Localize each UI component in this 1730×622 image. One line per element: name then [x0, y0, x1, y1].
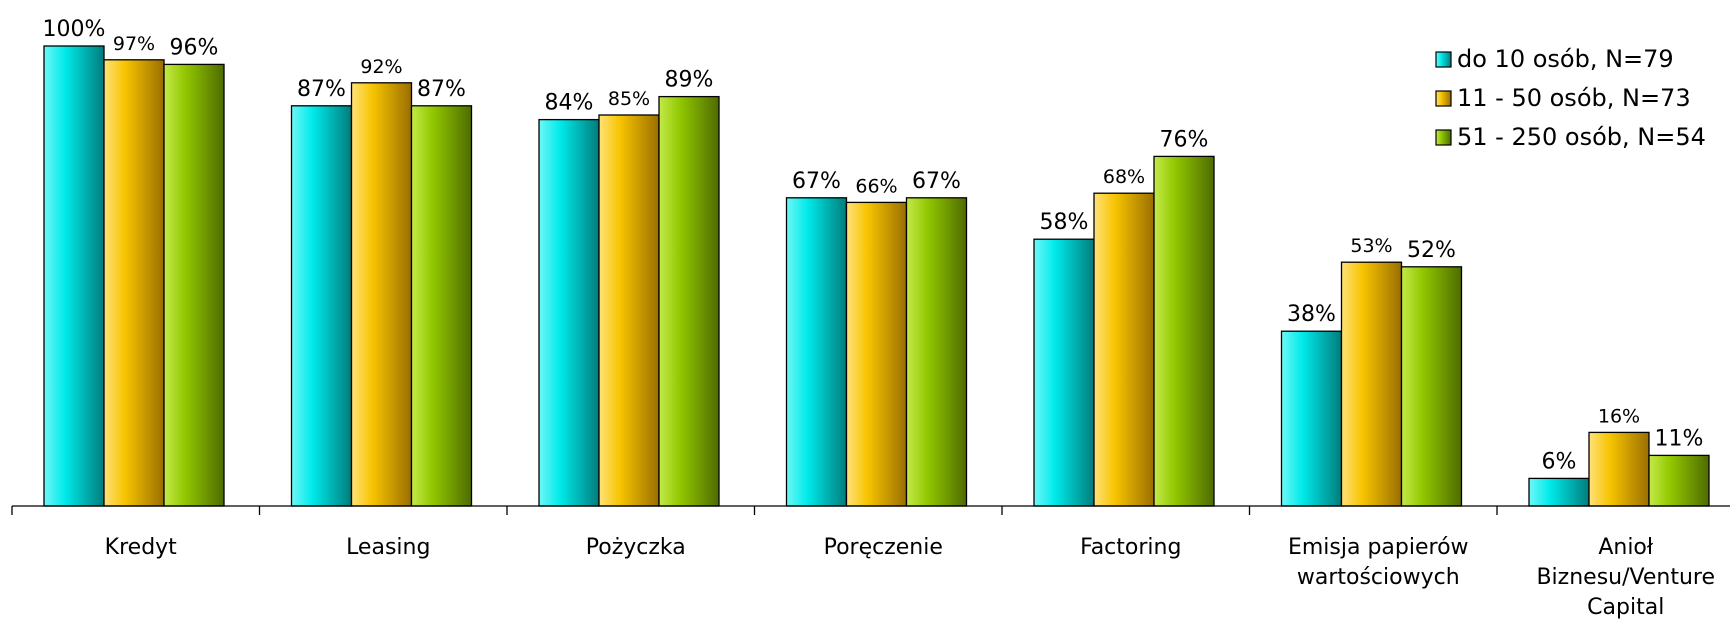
- category-label-6: Emisja papierów wartościowych: [1288, 535, 1469, 590]
- bar-1-5: [1033, 238, 1095, 507]
- category-label-3: Pożyczka: [586, 535, 686, 560]
- value-label-3-3: 89%: [665, 68, 714, 93]
- value-label-2-7: 16%: [1598, 405, 1640, 427]
- value-label-2-4: 66%: [855, 175, 897, 197]
- value-labels-layer: 100% 97% 96% 87% 92% 87% 84% 85% 89% 67% 66% 67% 58%…: [43, 17, 1704, 474]
- bar-3-4: [905, 197, 968, 507]
- category-label-2: Leasing: [346, 535, 430, 560]
- bar-1-2: [290, 105, 353, 507]
- x-axis: [11, 505, 1730, 515]
- bar-3-3: [658, 95, 720, 507]
- value-label-1-4: 67%: [792, 169, 841, 194]
- bar-1-4: [785, 197, 848, 507]
- bar-2-5: [1093, 192, 1155, 507]
- value-label-2-3: 85%: [608, 88, 650, 110]
- bar-2-6: [1340, 261, 1403, 507]
- legend-swatch-2: [1435, 90, 1452, 107]
- value-label-1-1: 100%: [43, 17, 106, 42]
- value-label-2-1: 97%: [113, 33, 155, 55]
- bar-2-4: [845, 201, 908, 507]
- value-label-3-4: 67%: [912, 169, 961, 194]
- value-label-3-2: 87%: [417, 77, 466, 102]
- bar-3-2: [410, 105, 473, 507]
- bar-2-3: [598, 114, 660, 507]
- value-label-3-5: 76%: [1160, 127, 1209, 152]
- bar-1-7: [1528, 477, 1590, 507]
- bar-1-1: [43, 45, 105, 507]
- value-label-1-5: 58%: [1040, 210, 1089, 235]
- value-label-1-7: 6%: [1542, 449, 1577, 474]
- bar-1-3: [538, 118, 600, 507]
- bar-3-1: [163, 63, 225, 507]
- bar-3-5: [1153, 155, 1215, 507]
- bar-2-2: [350, 82, 413, 507]
- legend-entry-1: do 10 osób, N=79: [1457, 45, 1674, 73]
- value-label-3-1: 96%: [170, 35, 219, 60]
- value-label-2-2: 92%: [360, 56, 402, 78]
- legend-swatch-3: [1435, 129, 1452, 146]
- category-label-7: Anioł Biznesu/Venture Capital: [1536, 535, 1715, 620]
- category-label-1: Kredyt: [105, 535, 178, 560]
- bar-3-7: [1648, 454, 1710, 507]
- legend-entry-2: 11 - 50 osób, N=73: [1457, 84, 1691, 112]
- category-label-5: Factoring: [1080, 535, 1181, 560]
- legend: do 10 osób, N=79 11 - 50 osób, N=73 51 - 2…: [1435, 45, 1706, 151]
- bars-layer: [43, 45, 1710, 507]
- value-label-1-6: 38%: [1287, 302, 1336, 327]
- bar-2-7: [1588, 431, 1650, 507]
- bar-2-1: [103, 59, 165, 507]
- category-labels: Kredyt Leasing Pożyczka Poręczenie Factoring…: [105, 535, 1715, 620]
- category-label-4: Poręczenie: [824, 535, 943, 560]
- value-label-1-3: 84%: [545, 91, 594, 116]
- bar-3-6: [1400, 266, 1463, 507]
- legend-swatch-1: [1435, 51, 1452, 68]
- value-label-2-6: 53%: [1350, 235, 1392, 257]
- value-label-2-5: 68%: [1103, 166, 1145, 188]
- value-label-3-7: 11%: [1655, 426, 1704, 451]
- legend-entry-3: 51 - 250 osób, N=54: [1457, 123, 1706, 151]
- value-label-3-6: 52%: [1407, 238, 1456, 263]
- bar-1-6: [1280, 330, 1343, 507]
- value-label-1-2: 87%: [297, 77, 346, 102]
